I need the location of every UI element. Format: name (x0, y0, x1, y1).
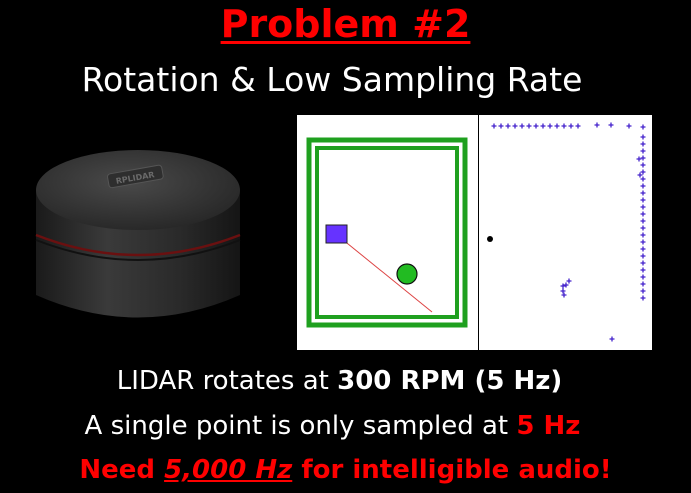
scan-point-marker (640, 183, 646, 189)
scan-point-marker (640, 176, 646, 182)
scan-point-marker (566, 278, 572, 284)
scan-point-marker (640, 267, 646, 273)
scan-point-marker (640, 225, 646, 231)
scan-point-marker (626, 123, 632, 129)
scan-point-marker (640, 295, 646, 301)
sampling-rate-text: A single point is only sampled at 5 Hz (0, 411, 678, 441)
sampling-rate-value: 5 Hz (516, 411, 581, 441)
sampling-rate-prefix: A single point is only sampled at (84, 411, 517, 441)
scan-point-marker (491, 123, 497, 129)
scan-points-group (491, 122, 646, 342)
scan-point-marker (519, 123, 525, 129)
lidar-device-image: RPLIDAR (35, 150, 241, 318)
scan-point-marker (640, 162, 646, 168)
scan-point-marker (640, 288, 646, 294)
scan-point-marker (640, 260, 646, 266)
scan-point-marker (560, 288, 566, 294)
audio-requirement-prefix: Need (79, 455, 165, 485)
slide-subtitle: Rotation & Low Sampling Rate (81, 60, 583, 99)
scan-point-marker (640, 218, 646, 224)
scan-point-marker (640, 281, 646, 287)
scan-point-marker (640, 190, 646, 196)
lidar-square-marker (325, 224, 348, 244)
rotation-rate-prefix: LIDAR rotates at (116, 366, 338, 396)
scan-point-marker (637, 172, 643, 178)
rotation-rate-text: LIDAR rotates at 300 RPM (5 Hz) (0, 366, 685, 396)
scan-point-marker (505, 123, 511, 129)
scan-point-marker (547, 123, 553, 129)
scan-point-marker (526, 123, 532, 129)
scan-point-marker (640, 169, 646, 175)
scan-point-marker (640, 204, 646, 210)
scan-point-marker (640, 232, 646, 238)
rotation-rate-value: 300 RPM (5 Hz) (337, 366, 563, 396)
audio-requirement-text: Need 5,000 Hz for intelligible audio! (0, 455, 691, 485)
scan-point-marker (561, 292, 567, 298)
scan-point-marker (640, 155, 646, 161)
scan-point-marker (568, 123, 574, 129)
room-frame-outer (306, 137, 468, 328)
scan-point-marker (554, 123, 560, 129)
audio-requirement-value: 5,000 Hz (164, 455, 293, 485)
scan-point-marker (640, 211, 646, 217)
audio-requirement-suffix: for intelligible audio! (292, 455, 612, 485)
scan-point-marker (533, 123, 539, 129)
room-simulation-panel (297, 115, 478, 350)
room-frame-inner (315, 146, 459, 319)
scan-plot-panel (479, 115, 652, 350)
scan-point-marker (512, 123, 518, 129)
scan-point-marker (640, 197, 646, 203)
scan-point-marker (640, 141, 646, 147)
scan-point-marker (563, 282, 569, 288)
scan-point-marker (636, 156, 642, 162)
panel-divider (478, 115, 479, 350)
scan-point-marker (560, 283, 566, 289)
scan-point-marker (609, 336, 615, 342)
scan-point-marker (540, 123, 546, 129)
laser-beam-line (336, 234, 433, 313)
scan-point-marker (640, 134, 646, 140)
scan-point-marker (575, 123, 581, 129)
scan-point-marker (594, 122, 600, 128)
scan-point-marker (640, 274, 646, 280)
slide-title: Problem #2 (220, 2, 471, 46)
scan-point-marker (561, 123, 567, 129)
target-circle-marker (396, 263, 418, 285)
scan-origin-point (487, 236, 493, 242)
scan-point-marker (640, 124, 646, 130)
scan-point-marker (640, 246, 646, 252)
scan-point-marker (640, 239, 646, 245)
scan-point-marker (608, 122, 614, 128)
scan-point-marker (640, 148, 646, 154)
scan-point-marker (640, 253, 646, 259)
scan-point-marker (498, 123, 504, 129)
